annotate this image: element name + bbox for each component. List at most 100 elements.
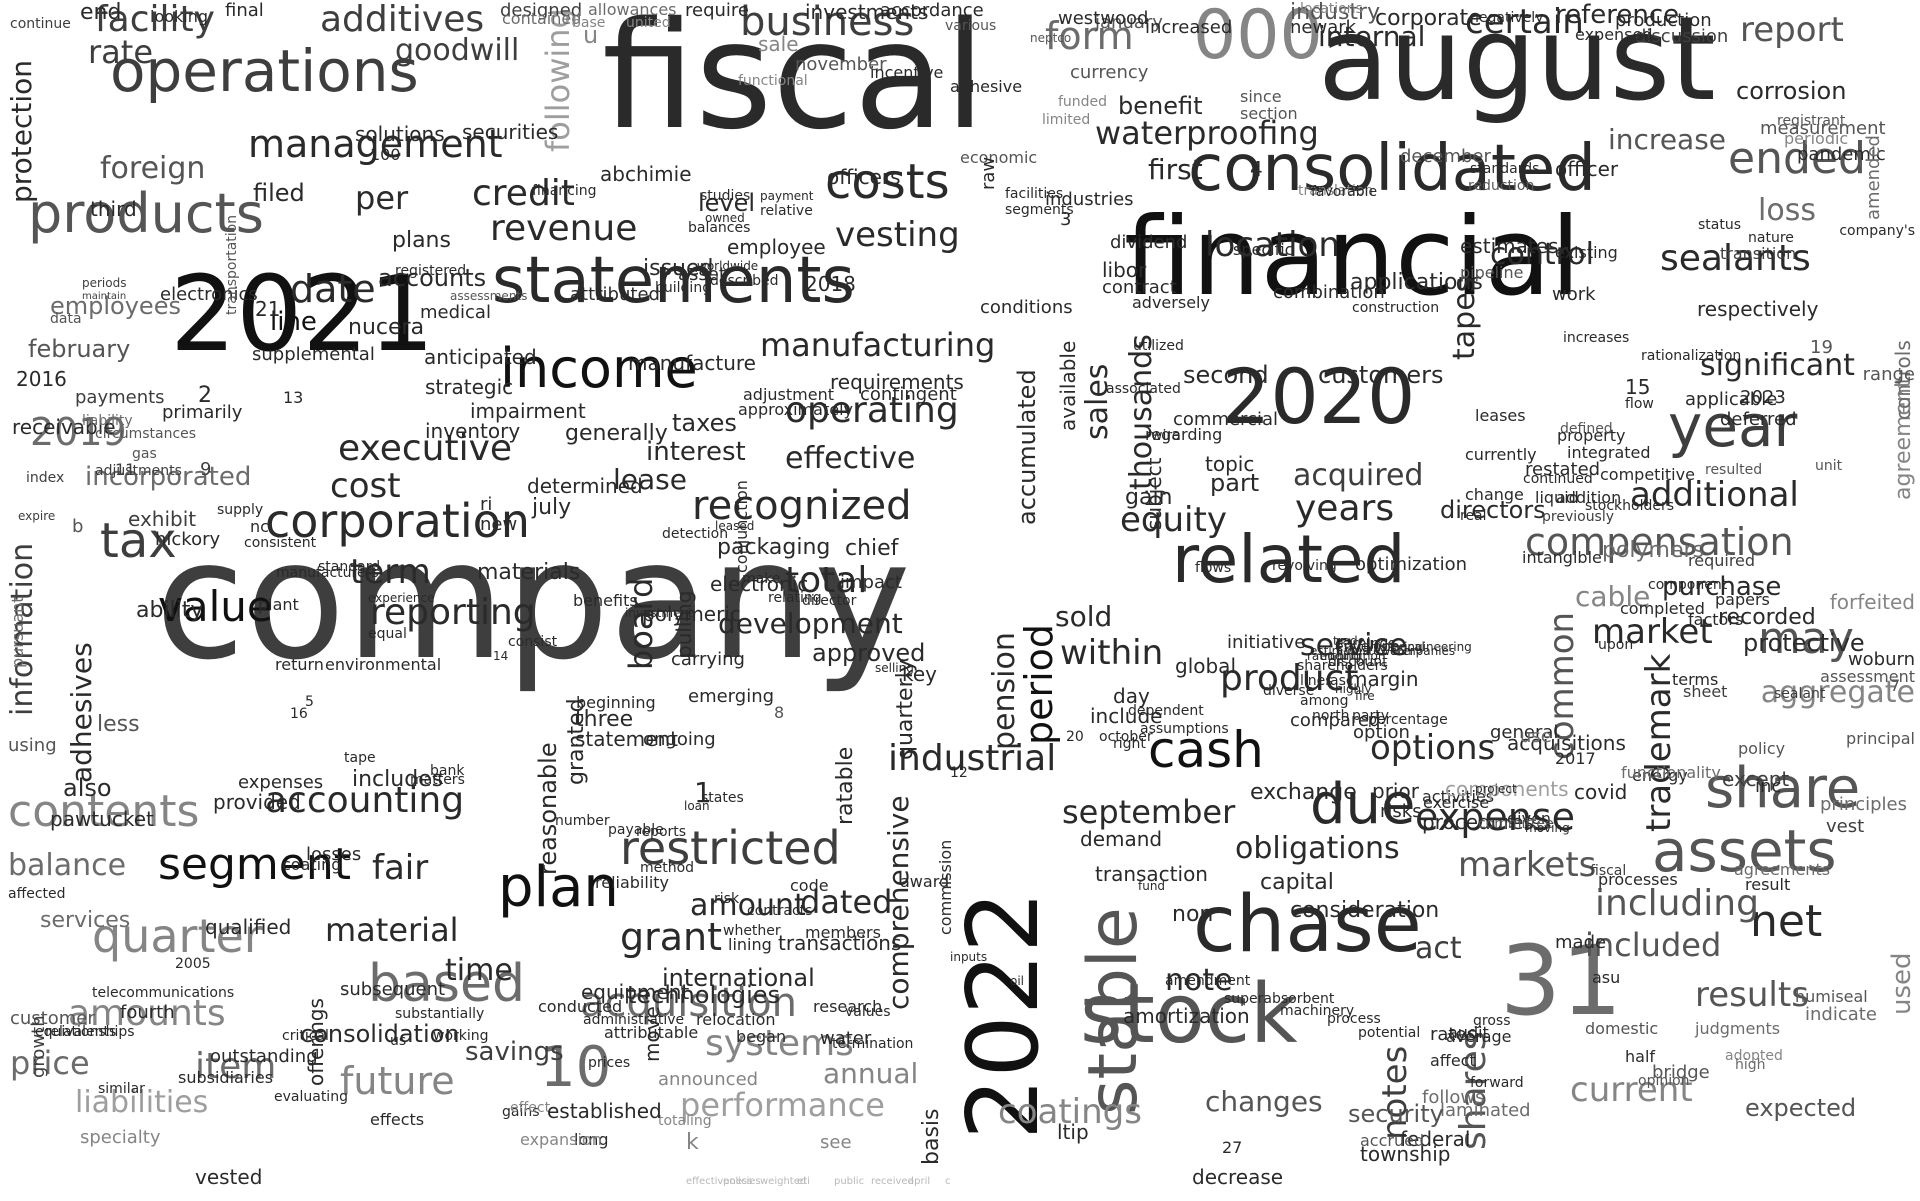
word-currency: currency xyxy=(1070,61,1149,83)
word-future: future xyxy=(340,1058,455,1103)
word-asc: asc xyxy=(1330,672,1354,689)
word-negatively: negatively xyxy=(1470,9,1544,26)
word-end: end xyxy=(80,0,122,25)
word-compared: compared xyxy=(1290,709,1381,731)
word-research: research xyxy=(813,997,883,1017)
word-specialty: specialty xyxy=(80,1126,161,1148)
word-industries: industries xyxy=(1045,188,1134,210)
word-terms: terms xyxy=(1672,670,1719,690)
word-subsequent: subsequent xyxy=(340,978,446,1000)
word-nucera: nucera xyxy=(348,315,425,341)
word-competitive: competitive xyxy=(1600,465,1695,485)
word-3: 3 xyxy=(1060,208,1072,230)
word-employee: employee xyxy=(727,235,826,259)
word-payments: payments xyxy=(75,386,165,408)
word-provided: provided xyxy=(213,790,301,814)
word-except: except xyxy=(1722,767,1790,791)
word-registered: registered xyxy=(395,262,467,279)
word-pulling: pulling xyxy=(672,590,696,658)
word-liabilities: liabilities xyxy=(75,1085,209,1120)
word-compensation: compensation xyxy=(1525,519,1794,564)
word-north: north xyxy=(1312,707,1350,724)
word-payment: payment xyxy=(760,189,814,204)
word-respectively: respectively xyxy=(1697,297,1819,321)
word-determined: determined xyxy=(527,474,643,498)
word-july: july xyxy=(532,495,572,521)
word-year: year xyxy=(1668,391,1798,460)
word-accordance: accordance xyxy=(880,0,984,21)
word-historical: historical xyxy=(1370,640,1425,655)
word-segments: segments xyxy=(1005,201,1074,218)
word-forfeited: forfeited xyxy=(1829,590,1915,614)
word-superabsorbent: superabsorbent xyxy=(1224,990,1335,1007)
word-2019: 2019 xyxy=(30,409,127,454)
word-chase: chase xyxy=(1193,879,1422,970)
word-fair: fair xyxy=(372,847,429,888)
word-covid: covid xyxy=(1574,780,1628,804)
word-discount: discount xyxy=(1328,653,1388,670)
word-received: received xyxy=(871,1176,914,1187)
word-commercial: commercial xyxy=(1173,408,1278,430)
word-investment: investment xyxy=(625,606,693,621)
word-functionality: functionality xyxy=(1621,763,1721,783)
word-k: k xyxy=(686,1130,699,1156)
word-opinion: opinion xyxy=(1638,1072,1690,1089)
word-annual: annual xyxy=(823,1056,919,1090)
word-announced: announced xyxy=(658,1068,759,1090)
word-generally: generally xyxy=(565,421,668,447)
word-rates: rates xyxy=(1430,1023,1476,1045)
word-chief: chief xyxy=(845,536,899,562)
word-states: states xyxy=(701,789,744,806)
word-use: use xyxy=(1520,725,1552,747)
word-packaging: packaging xyxy=(717,535,831,561)
word-protective: protective xyxy=(1743,628,1865,657)
word-100: 100 xyxy=(370,145,401,165)
word-reports: reports xyxy=(636,823,687,840)
word-2: 2 xyxy=(198,383,212,409)
word-line: line xyxy=(270,307,317,338)
word-cable: cable xyxy=(1575,579,1651,613)
word-evaluating: evaluating xyxy=(274,1088,348,1105)
word-assessments: assessments xyxy=(450,289,528,304)
word-restated: restated xyxy=(1525,458,1601,480)
word-prices: prices xyxy=(588,1054,631,1071)
word-revolving: revolving xyxy=(1272,557,1337,574)
word-measurement: measurement xyxy=(1760,117,1886,139)
word-policy: policy xyxy=(1738,739,1786,759)
word-used: used xyxy=(1887,952,1917,1015)
word-process: process xyxy=(1327,1010,1381,1027)
word-10: 10 xyxy=(540,1035,612,1101)
word-continued: continued xyxy=(1523,470,1593,487)
word-us: us xyxy=(390,1032,407,1049)
word-relationships: relationships xyxy=(45,1023,135,1040)
word-gain: gain xyxy=(1125,485,1173,511)
word-relating: relating xyxy=(768,589,822,606)
word-status: status xyxy=(1698,216,1742,233)
word-translation: translation xyxy=(1298,182,1374,199)
word-follows: follows xyxy=(1422,1086,1485,1108)
word-item: item xyxy=(195,1046,277,1088)
word-acquisitions: acquisitions xyxy=(1507,731,1626,755)
word-acquisition: acquisition xyxy=(580,980,797,1026)
word-u: u xyxy=(583,20,599,49)
word-changes: changes xyxy=(1205,1084,1323,1118)
word-strategic: strategic xyxy=(425,375,514,399)
word-data: data xyxy=(50,310,82,327)
word-b: b xyxy=(72,515,84,537)
word-report: report xyxy=(1740,9,1844,50)
word-included: included xyxy=(1585,926,1722,965)
word-long: long xyxy=(574,1130,609,1150)
word-business: business xyxy=(740,0,915,45)
word-periods: periods xyxy=(82,276,127,291)
word-employees: employees xyxy=(50,291,181,320)
word-segment: segment xyxy=(158,838,351,890)
word-current: current xyxy=(1570,1069,1693,1110)
word-value: value xyxy=(158,582,273,632)
word-made: made xyxy=(1555,931,1607,953)
word-oil: oil xyxy=(1010,974,1025,989)
word-corporate: corporate xyxy=(1375,6,1482,32)
word-ratable: ratable xyxy=(833,746,858,825)
word-project: project xyxy=(1475,782,1517,797)
word-estimate: estimate xyxy=(1310,644,1363,659)
word-requirements: requirements xyxy=(830,370,964,394)
